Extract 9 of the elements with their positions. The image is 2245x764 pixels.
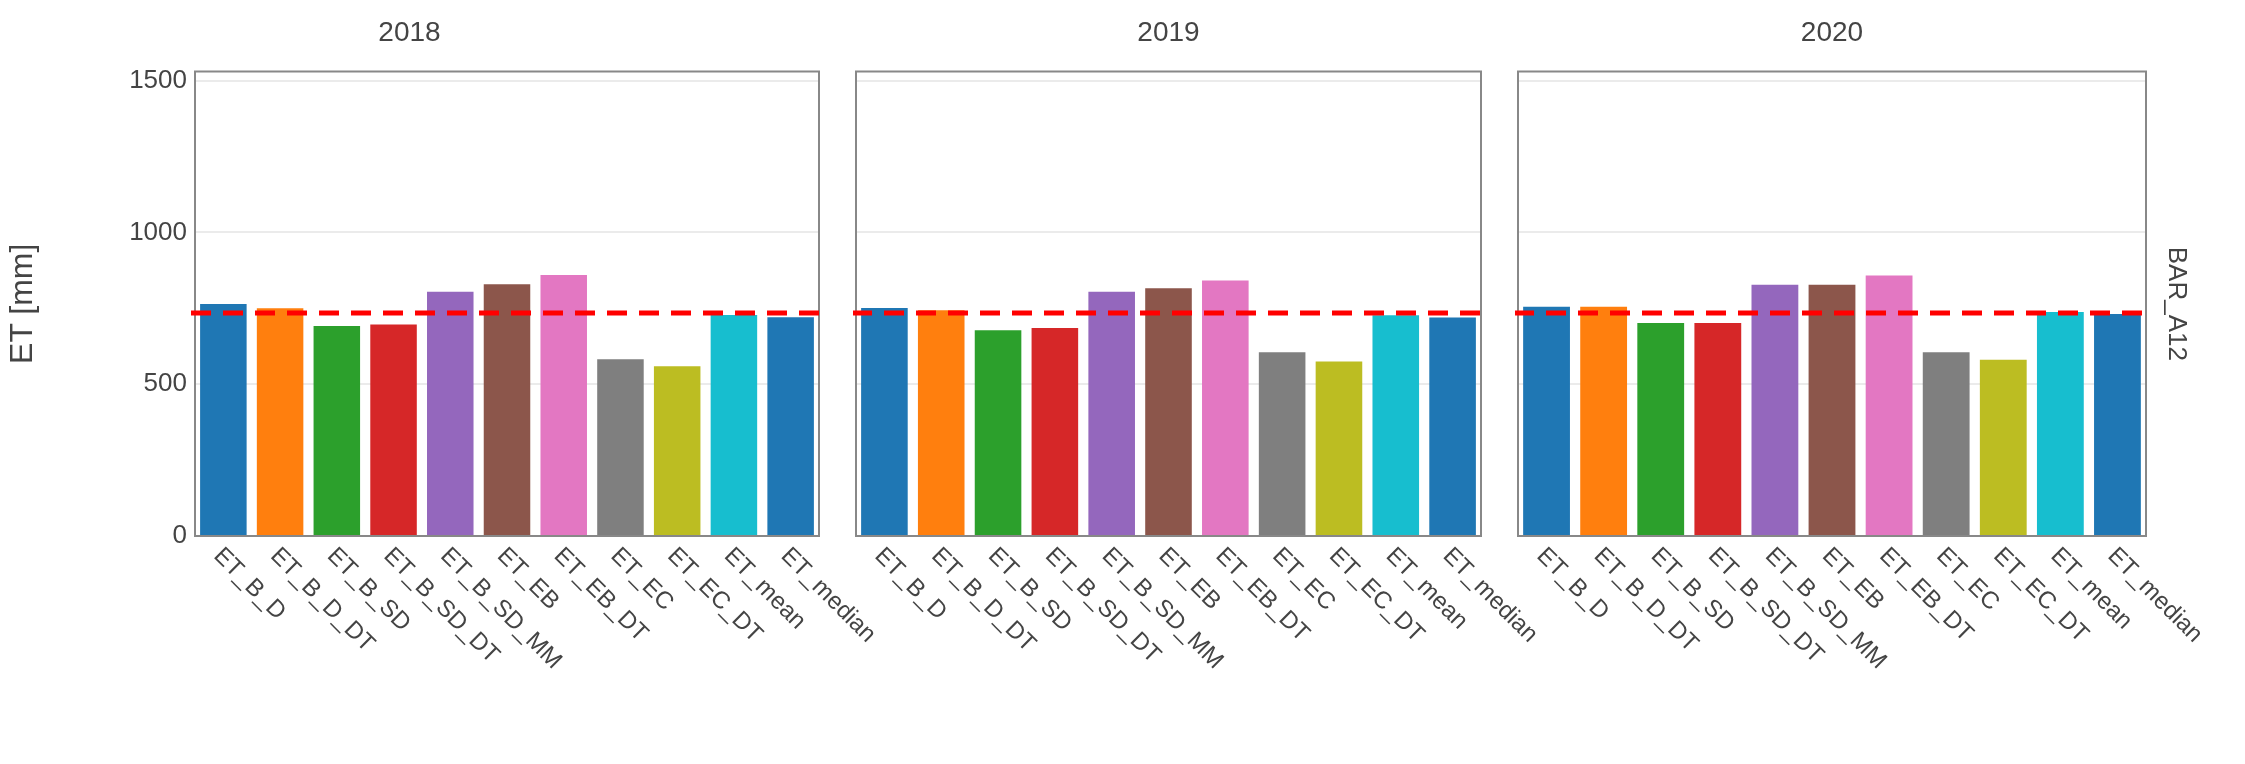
- text: BAR_A12: [2162, 246, 2193, 361]
- y-tick-label: 1500: [129, 63, 187, 94]
- chart-title: 2019: [1137, 15, 1200, 47]
- y-tick-label: 1000: [129, 215, 187, 246]
- y-tick-label: 0: [172, 519, 187, 550]
- y-axis-title: ET [mm]: [3, 243, 40, 364]
- y-tick-label: 500: [143, 367, 187, 398]
- chart-title: 2020: [1800, 15, 1864, 47]
- chart-title: 2018: [378, 15, 441, 47]
